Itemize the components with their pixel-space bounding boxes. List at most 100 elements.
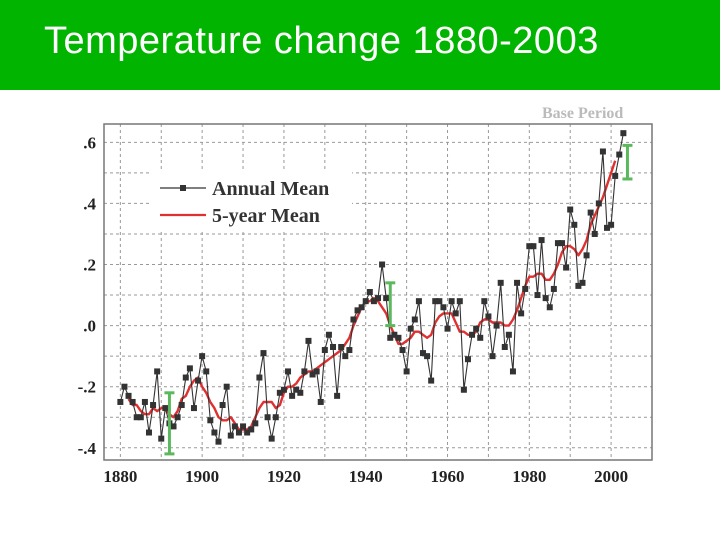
annual-mean-point xyxy=(256,374,263,381)
annual-mean-line xyxy=(119,133,624,444)
annual-mean-point xyxy=(285,368,292,375)
annual-mean-point xyxy=(346,347,353,354)
annual-mean-point xyxy=(583,252,590,259)
annual-mean-point xyxy=(612,172,619,179)
annual-mean-point xyxy=(432,298,439,305)
x-tick-label: 1960 xyxy=(431,467,465,486)
annual-mean-point xyxy=(387,334,394,341)
annual-mean-point xyxy=(137,414,144,421)
annual-mean-point xyxy=(305,337,312,344)
annual-mean-point xyxy=(235,429,242,436)
annual-mean-point xyxy=(444,325,451,332)
annual-mean-point xyxy=(604,224,611,231)
annual-mean-point xyxy=(567,206,574,213)
annual-mean-point xyxy=(591,230,598,237)
annual-series xyxy=(117,130,627,445)
annual-mean-point xyxy=(297,389,304,396)
x-tick-label: 1900 xyxy=(185,467,219,486)
x-tick-label: 1920 xyxy=(267,467,301,486)
annual-mean-point xyxy=(403,368,410,375)
annual-mean-point xyxy=(252,420,259,427)
annual-mean-point xyxy=(248,426,255,433)
annual-mean-point xyxy=(342,353,349,360)
annual-mean-point xyxy=(456,298,463,305)
corner-label: Base Period xyxy=(542,105,623,122)
annual-mean-point xyxy=(534,292,541,299)
annual-mean-point xyxy=(260,350,267,357)
annual-mean-point xyxy=(522,285,529,292)
annual-mean-point xyxy=(530,243,537,250)
annual-mean-point xyxy=(244,429,251,436)
annual-mean-point xyxy=(215,438,222,445)
annual-mean-point xyxy=(301,368,308,375)
annual-mean-point xyxy=(424,353,431,360)
legend-annual-label: Annual Mean xyxy=(212,178,329,200)
error-bar xyxy=(622,143,633,181)
annual-mean-point xyxy=(501,343,508,350)
annual-mean-point xyxy=(121,383,128,390)
annual-mean-point xyxy=(481,298,488,305)
annual-mean-point xyxy=(407,325,414,332)
annual-mean-point xyxy=(563,264,570,271)
annual-mean-point xyxy=(158,435,165,442)
annual-mean-point xyxy=(550,285,557,292)
annual-mean-point xyxy=(477,334,484,341)
annual-mean-point xyxy=(129,398,136,405)
annual-mean-point xyxy=(473,325,480,332)
annual-mean-point xyxy=(493,322,500,329)
annual-mean-point xyxy=(448,298,455,305)
annual-mean-point xyxy=(317,398,324,405)
annual-mean-point xyxy=(170,423,177,430)
annual-mean-point xyxy=(505,331,512,338)
annual-mean-point xyxy=(616,151,623,158)
annual-mean-point xyxy=(203,368,210,375)
y-tick-label: -.2 xyxy=(78,378,96,397)
error-bar xyxy=(385,281,396,328)
annual-mean-point xyxy=(219,402,226,409)
annual-mean-point xyxy=(280,386,287,393)
legend-five-year-label: 5-year Mean xyxy=(212,205,320,227)
annual-mean-point xyxy=(497,279,504,286)
slide-title: Temperature change 1880-2003 xyxy=(44,20,599,62)
annual-mean-point xyxy=(358,304,365,311)
annual-mean-point xyxy=(178,402,185,409)
annual-mean-point xyxy=(330,343,337,350)
annual-mean-point xyxy=(289,392,296,399)
annual-mean-point xyxy=(415,298,422,305)
annual-mean-point xyxy=(150,402,157,409)
annual-mean-point xyxy=(293,386,300,393)
annual-mean-point xyxy=(370,298,377,305)
annual-mean-point xyxy=(546,304,553,311)
annual-mean-point xyxy=(174,414,181,421)
x-tick-label: 2000 xyxy=(594,467,628,486)
annual-mean-point xyxy=(526,243,533,250)
annual-mean-point xyxy=(436,298,443,305)
annual-mean-point xyxy=(428,377,435,384)
annual-mean-point xyxy=(362,298,369,305)
annual-mean-point xyxy=(272,414,279,421)
annual-mean-point xyxy=(620,130,627,137)
annual-mean-point xyxy=(133,414,140,421)
annual-mean-point xyxy=(587,209,594,216)
x-tick-label: 1940 xyxy=(349,467,383,486)
annual-mean-point xyxy=(379,261,386,268)
y-tick-label: .4 xyxy=(83,194,96,213)
annual-mean-point xyxy=(154,368,161,375)
annual-mean-point xyxy=(325,331,332,338)
annual-mean-point xyxy=(207,417,214,424)
annual-mean-point xyxy=(199,353,206,360)
annual-mean-point xyxy=(464,356,471,363)
annual-mean-point xyxy=(391,331,398,338)
annual-mean-point xyxy=(514,279,521,286)
annual-mean-point xyxy=(125,392,132,399)
annual-mean-point xyxy=(411,316,418,323)
annual-mean-point xyxy=(117,398,124,405)
annual-mean-point xyxy=(579,279,586,286)
annual-mean-point xyxy=(542,295,549,302)
annual-mean-point xyxy=(264,414,271,421)
annual-mean-point xyxy=(338,343,345,350)
tick-labels: 1880 1900 1920 1940 1960 1980 2000 -.4 -.2 .0 .2 .4… xyxy=(78,133,629,486)
annual-mean-point xyxy=(211,429,218,436)
annual-mean-point xyxy=(276,389,283,396)
